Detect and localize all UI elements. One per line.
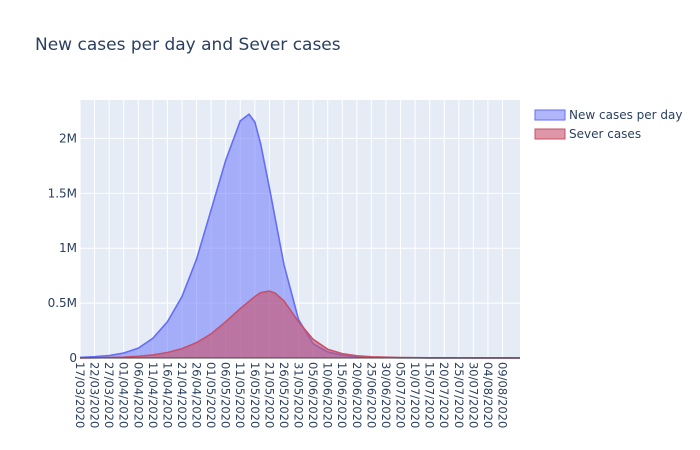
y-tick-label: 0	[69, 351, 77, 365]
x-tick-label: 09/08/2020	[495, 362, 509, 428]
y-tick-label: 0.5M	[48, 296, 77, 310]
x-tick-label: 16/04/2020	[160, 362, 174, 428]
x-tick-label: 04/08/2020	[481, 362, 495, 428]
x-tick-label: 10/07/2020	[408, 362, 422, 428]
x-tick-label: 01/05/2020	[204, 362, 218, 428]
x-tick-label: 21/05/2020	[262, 362, 276, 428]
x-tick-label: 31/05/2020	[292, 362, 306, 428]
x-tick-label: 15/06/2020	[335, 362, 349, 428]
x-tick-label: 22/03/2020	[88, 362, 102, 428]
series-area-0	[80, 114, 520, 359]
x-tick-label: 27/03/2020	[102, 362, 116, 428]
y-tick-label: 1.5M	[48, 186, 77, 200]
x-tick-label: 20/06/2020	[350, 362, 364, 428]
series-areas	[79, 113, 521, 359]
chart-title: New cases per day and Sever cases	[35, 35, 341, 55]
y-axis: 0 0.5M 1M 1.5M 2M	[48, 131, 77, 365]
x-tick-label: 20/07/2020	[437, 362, 451, 428]
legend-swatch-0	[534, 109, 566, 121]
x-tick-label: 25/07/2020	[452, 362, 466, 428]
legend-swatch-1	[534, 128, 566, 140]
x-tick-label: 21/04/2020	[175, 362, 189, 428]
y-tick-label: 2M	[59, 131, 77, 145]
x-tick-label: 01/04/2020	[117, 362, 131, 428]
x-axis: 17/03/2020 22/03/2020 27/03/2020 01/04/2020…	[73, 362, 510, 428]
x-tick-label: 15/07/2020	[423, 362, 437, 428]
legend-label-1: Sever cases	[569, 127, 641, 141]
x-tick-label: 11/04/2020	[146, 362, 160, 428]
y-tick-label: 1M	[59, 241, 77, 255]
x-tick-label: 25/06/2020	[364, 362, 378, 428]
legend-label-0: New cases per day	[569, 108, 682, 122]
x-tick-label: 05/06/2020	[306, 362, 320, 428]
x-tick-label: 26/04/2020	[190, 362, 204, 428]
x-tick-label: 30/07/2020	[466, 362, 480, 428]
legend: New cases per day Sever cases	[534, 108, 682, 141]
x-tick-label: 16/05/2020	[248, 362, 262, 428]
x-tick-label: 06/05/2020	[219, 362, 233, 428]
x-tick-label: 06/04/2020	[131, 362, 145, 428]
x-tick-label: 11/05/2020	[233, 362, 247, 428]
x-tick-label: 17/03/2020	[73, 362, 87, 428]
x-tick-label: 30/06/2020	[379, 362, 393, 428]
x-tick-label: 26/05/2020	[277, 362, 291, 428]
x-tick-label: 10/06/2020	[321, 362, 335, 428]
x-tick-label: 05/07/2020	[394, 362, 408, 428]
